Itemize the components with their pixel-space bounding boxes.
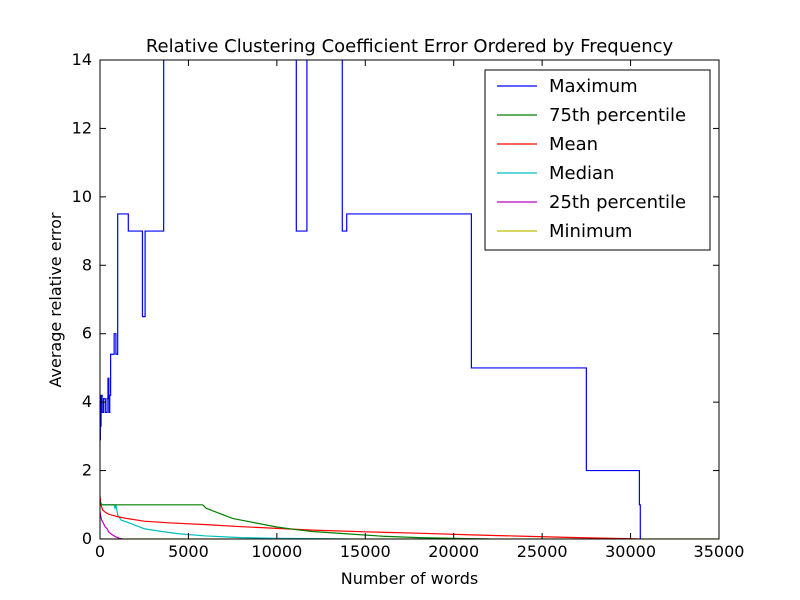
legend-label: Mean	[549, 134, 598, 155]
y-tick-label: 14	[72, 50, 92, 69]
plot-frame	[99, 59, 720, 540]
y-tick-label: 6	[82, 324, 92, 343]
x-tick-label: 25000	[517, 542, 568, 561]
y-tick-label: 10	[72, 187, 92, 206]
series-line-75th-percentile	[100, 501, 490, 539]
legend-label: Minimum	[549, 221, 632, 242]
y-axis: 0 2 4 6 8 10 12 14	[72, 50, 719, 548]
legend-label: 75th percentile	[549, 105, 686, 126]
x-tick-label: 35000	[694, 542, 745, 561]
y-tick-label: 2	[82, 461, 92, 480]
y-tick-label: 8	[82, 255, 92, 274]
series-line-mean	[100, 496, 640, 539]
x-axis: 0 5000 10000 15000 20000 25000 30000 35000	[95, 60, 745, 561]
x-tick-label: 0	[95, 542, 105, 561]
x-tick-label: 15000	[340, 542, 391, 561]
legend: Maximum 75th percentile Mean Median 25th per…	[484, 69, 711, 251]
chart-title: Relative Clustering Coefficient Error Or…	[146, 36, 674, 57]
legend-label: Median	[549, 163, 614, 184]
x-tick-label: 20000	[428, 542, 479, 561]
x-tick-label: 10000	[251, 542, 302, 561]
y-axis-label: Average relative error	[46, 212, 65, 387]
y-tick-label: 12	[72, 118, 92, 137]
y-tick-label: 0	[82, 529, 92, 548]
legend-label: Maximum	[549, 76, 638, 97]
series-line-median	[100, 504, 348, 539]
legend-box	[484, 69, 711, 251]
legend-label: 25th percentile	[549, 192, 686, 213]
series-line-maximum	[100, 60, 641, 539]
x-tick-label: 30000	[605, 542, 656, 561]
x-tick-label: 5000	[168, 542, 209, 561]
series-line-25th-percentile	[100, 511, 124, 539]
y-tick-label: 4	[82, 392, 92, 411]
x-axis-label: Number of words	[341, 569, 479, 588]
series-layer	[100, 60, 719, 539]
